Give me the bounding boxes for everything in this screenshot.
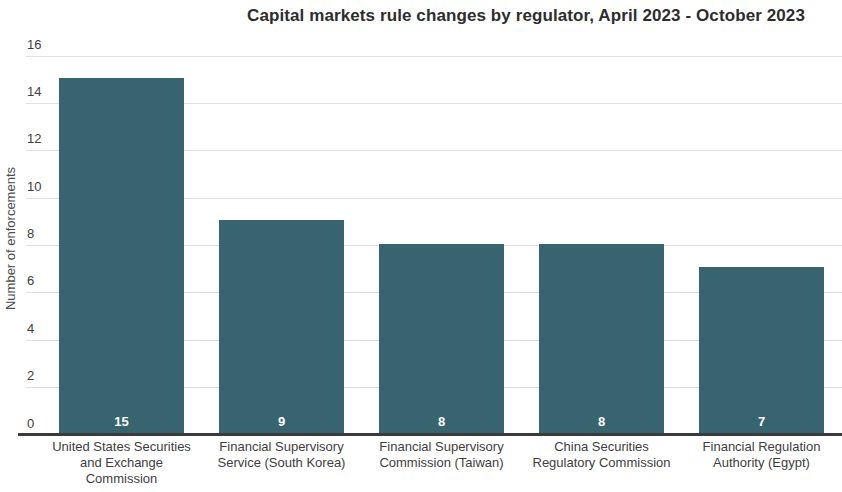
chart-title: Capital markets rule changes by regulato… [210, 6, 842, 26]
y-tick-label: 8 [27, 227, 34, 241]
y-tick-label: 6 [27, 274, 34, 288]
bar-value-label: 8 [379, 414, 504, 429]
y-tick-label: 2 [27, 369, 34, 383]
bar-chart: Capital markets rule changes by regulato… [0, 0, 842, 492]
x-axis-label-line: and Exchange [37, 455, 207, 471]
y-axis-title: Number of enforcements [3, 163, 18, 315]
x-axis-label-line: Financial Regulation [677, 439, 842, 455]
x-axis-label: United States Securitiesand ExchangeComm… [37, 439, 207, 487]
bar: 8 [539, 244, 664, 433]
y-tick-label: 10 [27, 180, 41, 194]
y-tick-label: 16 [27, 38, 41, 52]
x-axis-label: China SecuritiesRegulatory Commission [517, 439, 687, 471]
x-axis-label-line: Authority (Egypt) [677, 455, 842, 471]
y-gridline [26, 56, 842, 57]
bar: 9 [219, 220, 344, 433]
x-axis-label-line: Financial Supervisory [197, 439, 367, 455]
x-axis-label-line: Financial Supervisory [357, 439, 527, 455]
x-axis-label: Financial SupervisoryService (South Kore… [197, 439, 367, 471]
x-axis-label: Financial RegulationAuthority (Egypt) [677, 439, 842, 471]
bar-value-label: 15 [59, 414, 184, 429]
y-tick-label: 0 [27, 417, 34, 431]
x-axis-line [18, 433, 842, 436]
x-axis-label-line: China Securities [517, 439, 687, 455]
bar: 7 [699, 267, 824, 433]
x-axis-label-line: Commission (Taiwan) [357, 455, 527, 471]
x-axis-label-line: Service (South Korea) [197, 455, 367, 471]
x-axis-label-line: Commission [37, 471, 207, 487]
x-axis-label-line: Regulatory Commission [517, 455, 687, 471]
y-tick-label: 12 [27, 132, 41, 146]
y-tick-label: 4 [27, 322, 34, 336]
bar-value-label: 9 [219, 414, 344, 429]
bar: 15 [59, 78, 184, 433]
bar: 8 [379, 244, 504, 433]
y-tick-label: 14 [27, 85, 41, 99]
x-axis-label: Financial SupervisoryCommission (Taiwan) [357, 439, 527, 471]
bar-value-label: 8 [539, 414, 664, 429]
x-axis-label-line: United States Securities [37, 439, 207, 455]
bar-value-label: 7 [699, 414, 824, 429]
